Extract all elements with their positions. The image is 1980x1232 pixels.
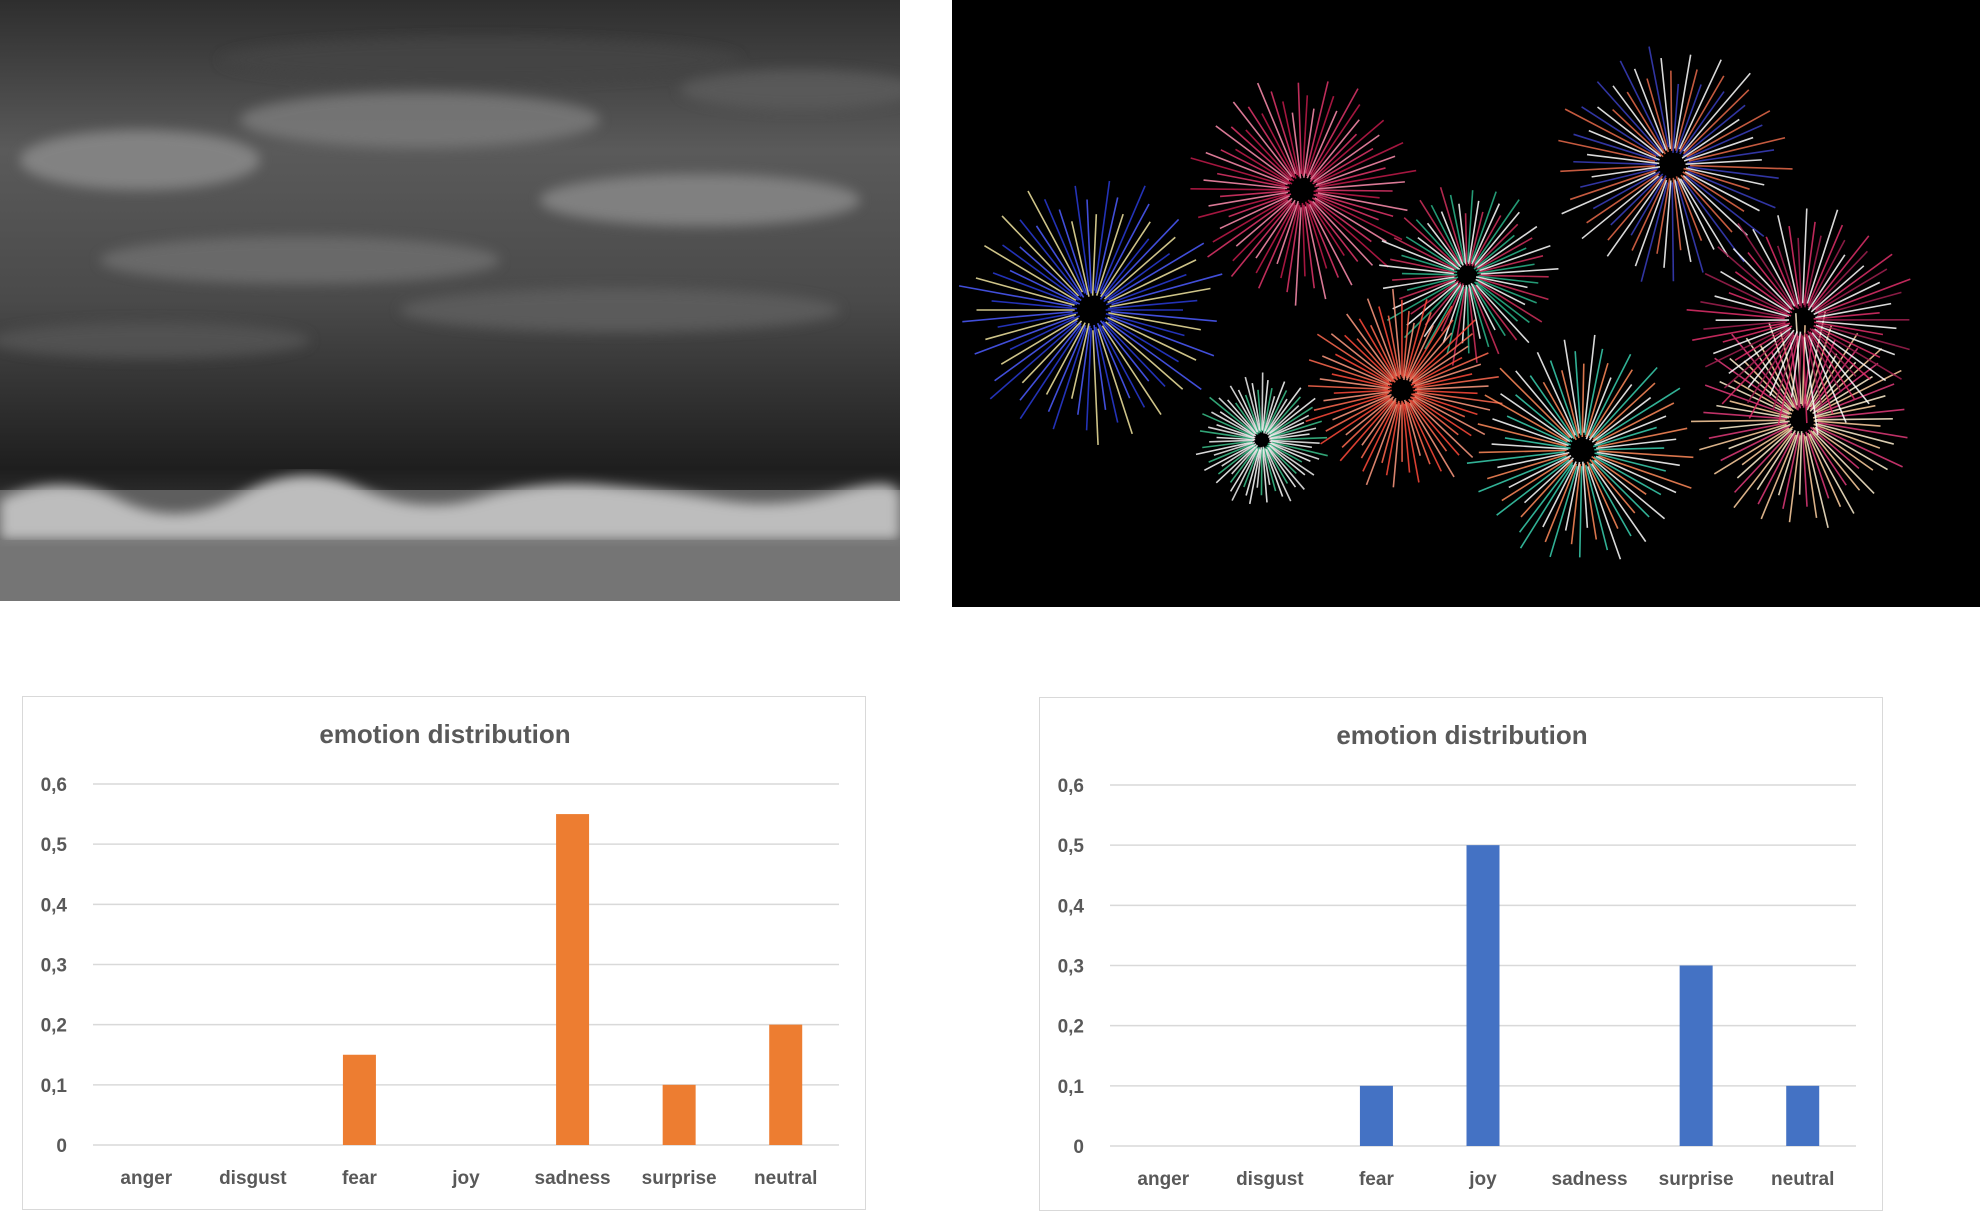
y-tick-label: 0,5: [41, 835, 68, 856]
y-tick-label: 0,4: [41, 895, 68, 916]
y-tick-label: 0,4: [1058, 896, 1085, 917]
x-tick-label: disgust: [1236, 1169, 1304, 1190]
firework-burst: [958, 180, 1223, 445]
x-tick-label: fear: [1359, 1169, 1394, 1190]
firework-burst: [1466, 334, 1694, 560]
emotion-chart-joy: emotion distribution 0 0,1 0,2 0,3 0,4 0,5 0,6…: [1039, 697, 1883, 1211]
firework-burst: [1558, 46, 1793, 282]
x-tick-label: anger: [120, 1168, 172, 1189]
firework-burst: [1190, 81, 1417, 306]
x-tick-label: disgust: [219, 1168, 287, 1189]
firework-burst: [1305, 289, 1503, 488]
firework-burst: [1195, 372, 1328, 505]
x-tick-label: neutral: [1771, 1169, 1834, 1190]
bar-surprise: [662, 1084, 696, 1145]
bar-sadness: [556, 814, 590, 1145]
firework-burst: [1691, 311, 1908, 529]
x-tick-label: joy: [451, 1168, 480, 1189]
bar-neutral: [769, 1024, 803, 1145]
x-tick-label: surprise: [642, 1168, 717, 1189]
x-tick-label: surprise: [1659, 1169, 1734, 1190]
y-tick-label: 0,1: [1058, 1077, 1085, 1098]
y-tick-label: 0: [1073, 1137, 1084, 1158]
firework-burst: [1686, 208, 1911, 435]
storm-clouds-over-sea-photo: [0, 0, 900, 601]
x-tick-label: neutral: [754, 1168, 817, 1189]
emotion-chart-sadness: emotion distribution 0 0,1 0,2 0,3 0,4 0,5 0,6…: [22, 696, 866, 1210]
y-tick-label: 0,2: [41, 1016, 67, 1037]
bar-neutral: [1786, 1085, 1820, 1146]
y-tick-label: 0: [56, 1136, 67, 1157]
chart-title: emotion distribution: [319, 719, 570, 749]
y-tick-label: 0,3: [41, 956, 67, 977]
bar-joy: [1466, 845, 1500, 1146]
x-tick-label: anger: [1137, 1169, 1189, 1190]
y-tick-label: 0,6: [1058, 776, 1084, 797]
chart-title: emotion distribution: [1336, 720, 1587, 750]
y-tick-label: 0,6: [41, 775, 67, 796]
bar-surprise: [1679, 965, 1713, 1146]
x-tick-label: joy: [1468, 1169, 1497, 1190]
bar-fear: [342, 1054, 376, 1145]
bar-fear: [1359, 1085, 1393, 1146]
x-tick-label: sadness: [1552, 1169, 1628, 1190]
y-tick-label: 0,2: [1058, 1017, 1084, 1038]
y-tick-label: 0,1: [41, 1076, 68, 1097]
x-tick-label: sadness: [535, 1168, 611, 1189]
x-tick-label: fear: [342, 1168, 377, 1189]
y-tick-label: 0,5: [1058, 836, 1085, 857]
y-tick-label: 0,3: [1058, 957, 1084, 978]
fireworks-photo: [952, 0, 1980, 607]
firework-burst: [1379, 186, 1559, 366]
